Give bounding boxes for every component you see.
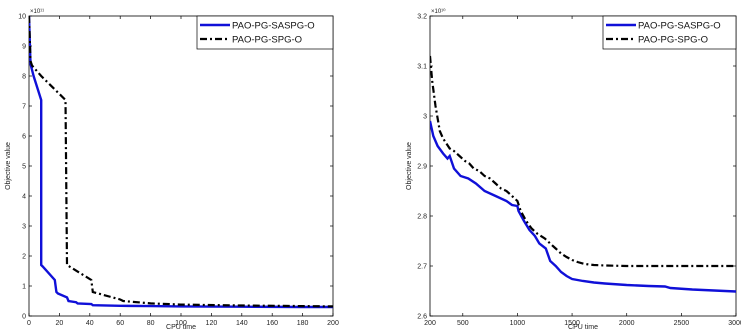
y-tick-label: 5 — [22, 164, 26, 171]
x-tick-label: 200 — [424, 320, 436, 327]
y-axis-label: Objective value — [406, 142, 413, 190]
x-tick-label: 1500 — [564, 320, 580, 327]
x-tick-label: 160 — [266, 320, 278, 327]
series-line-2 — [430, 55, 736, 268]
x-tick-label: 3000 — [728, 320, 741, 327]
y-tick-label: 2 — [22, 254, 26, 261]
x-tick-label: 2000 — [619, 320, 635, 327]
legend-box — [602, 15, 737, 50]
series-line-1 — [29, 16, 333, 309]
legend-box — [196, 15, 334, 50]
x-axis-label: CPU time — [568, 324, 598, 329]
x-tick-label: 2500 — [674, 320, 690, 327]
x-tick-label: 200 — [327, 320, 339, 327]
plot-area — [429, 15, 737, 317]
legend-label-2: PAO-PG-SPG-O — [232, 35, 302, 46]
x-tick-label: 180 — [297, 320, 309, 327]
y-tick-label: 3.1 — [417, 64, 427, 71]
y-tick-label: 2.7 — [417, 264, 427, 271]
x-axis-label: CPU time — [166, 324, 196, 329]
y-axis-label: Objective value — [5, 142, 12, 190]
legend-label-1: PAO-PG-SASPG-O — [232, 21, 315, 32]
y-exponent-label: ×10¹⁰ — [431, 8, 446, 15]
series-line-1 — [430, 120, 736, 293]
y-tick-label: 7 — [22, 104, 26, 111]
x-tick-label: 60 — [116, 320, 124, 327]
x-tick-label: 20 — [56, 320, 64, 327]
legend-label-2: PAO-PG-SPG-O — [638, 35, 708, 46]
y-tick-label: 2.8 — [417, 214, 427, 221]
y-tick-label: 8 — [22, 74, 26, 81]
y-tick-label: 0 — [22, 314, 26, 321]
x-tick-label: 0 — [27, 320, 31, 327]
y-tick-label: 2.9 — [417, 164, 427, 171]
y-tick-label: 3 — [22, 224, 26, 231]
y-tick-label: 1 — [22, 284, 26, 291]
x-tick-label: 500 — [457, 320, 469, 327]
x-tick-label: 80 — [147, 320, 155, 327]
x-tick-label: 140 — [236, 320, 248, 327]
y-tick-label: 3.2 — [417, 14, 427, 21]
legend: PAO-PG-SASPG-O PAO-PG-SPG-O — [196, 15, 334, 50]
y-tick-label: 9 — [22, 44, 26, 51]
legend-label-1: PAO-PG-SASPG-O — [638, 21, 721, 32]
x-tick-label: 40 — [86, 320, 94, 327]
chart-1: 0 20 40 60 80 100 120 140 160 180 200 0 1 2 3 4 5 6 7 8 9 10 ×… — [5, 9, 339, 329]
chart-2: 200 500 1000 1500 2000 2500 3000 2.6 2.7 2.8 2.9 3 3… — [406, 8, 741, 329]
plot-area — [28, 15, 334, 317]
legend: PAO-PG-SASPG-O PAO-PG-SPG-O — [602, 15, 737, 50]
y-tick-label: 6 — [22, 134, 26, 141]
y-tick-label: 4 — [22, 194, 26, 201]
x-tick-label: 120 — [206, 320, 218, 327]
y-tick-label: 2.6 — [417, 314, 427, 321]
y-exponent-label: ×10¹¹ — [30, 9, 44, 15]
x-tick-label: 100 — [175, 320, 187, 327]
y-tick-label: 10 — [18, 14, 26, 21]
series-line-2 — [29, 16, 333, 308]
x-tick-label: 1000 — [510, 320, 526, 327]
y-tick-label: 3 — [423, 114, 427, 121]
